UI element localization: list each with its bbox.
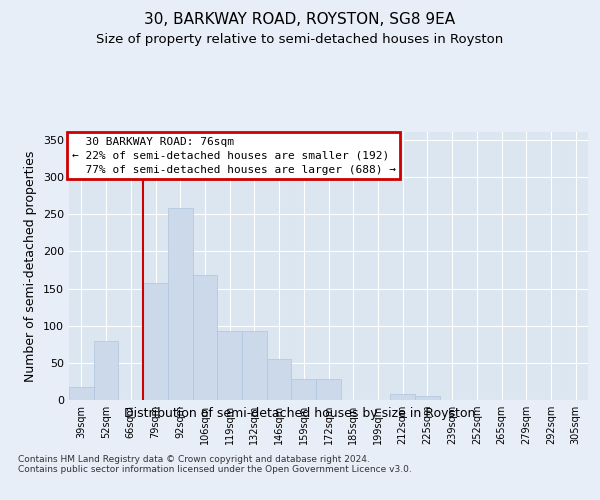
Bar: [415, 396, 440, 400]
Bar: [316, 379, 341, 400]
Bar: [267, 359, 292, 400]
Bar: [143, 282, 168, 400]
Bar: [217, 331, 242, 400]
Bar: [292, 379, 316, 400]
Text: Distribution of semi-detached houses by size in Royston: Distribution of semi-detached houses by …: [124, 408, 476, 420]
Text: Contains HM Land Registry data © Crown copyright and database right 2024.
Contai: Contains HM Land Registry data © Crown c…: [18, 455, 412, 474]
Text: 30 BARKWAY ROAD: 76sqm
← 22% of semi-detached houses are smaller (192)
  77% of : 30 BARKWAY ROAD: 76sqm ← 22% of semi-det…: [71, 136, 395, 174]
Bar: [193, 275, 217, 400]
Bar: [94, 340, 118, 400]
Bar: [242, 331, 267, 400]
Y-axis label: Number of semi-detached properties: Number of semi-detached properties: [25, 150, 37, 382]
Text: 30, BARKWAY ROAD, ROYSTON, SG8 9EA: 30, BARKWAY ROAD, ROYSTON, SG8 9EA: [145, 12, 455, 28]
Bar: [168, 208, 193, 400]
Text: Size of property relative to semi-detached houses in Royston: Size of property relative to semi-detach…: [97, 32, 503, 46]
Bar: [69, 386, 94, 400]
Bar: [390, 394, 415, 400]
